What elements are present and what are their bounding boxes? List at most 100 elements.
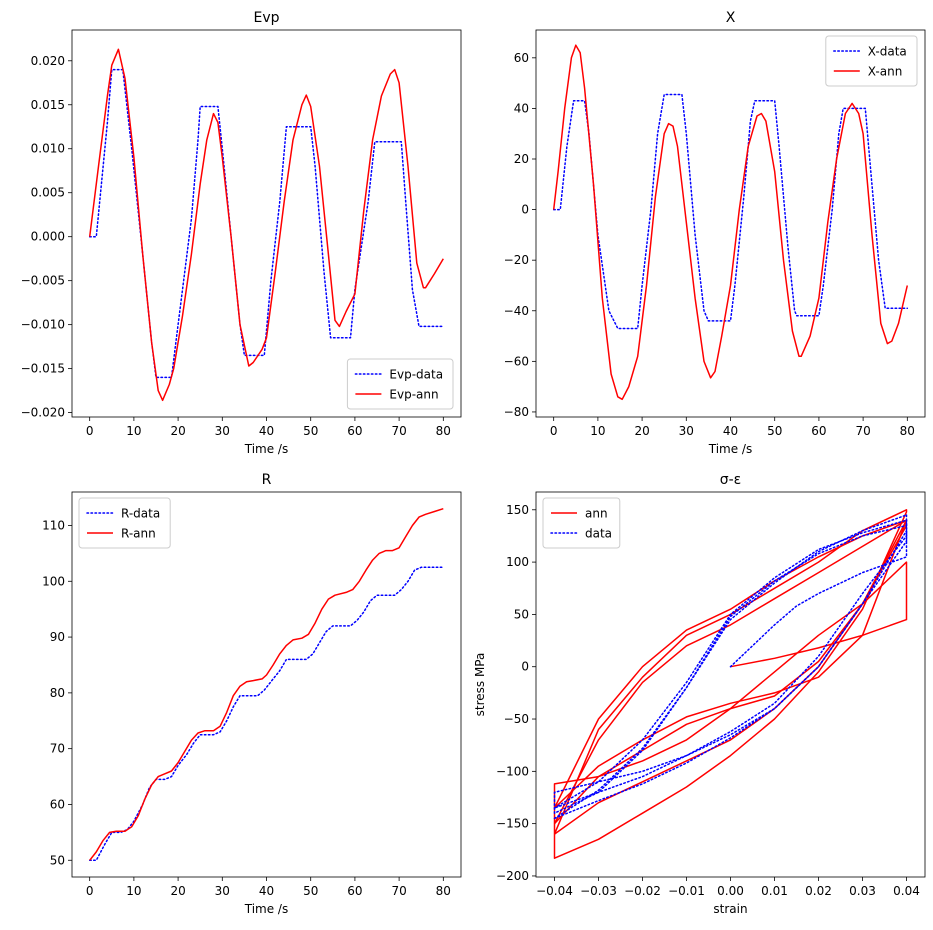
x-tick-label: 10 [126,884,141,898]
y-tick-label: 70 [50,742,65,756]
y-tick-label: 20 [514,152,529,166]
y-tick-label: 50 [50,853,65,867]
legend: ann data [542,497,621,549]
y-tick-label: 40 [514,101,529,115]
chart-title: σ-ε [720,472,742,488]
x-tick-label: 20 [634,424,649,438]
x-tick-label: 40 [259,424,274,438]
series-line-ann-seg4 [553,525,908,825]
series-layer [88,48,445,402]
series-line-R-ann [89,507,444,861]
series-line-ann-seg1 [553,519,908,835]
series-line-data-seg0 [553,514,908,814]
x-tick-label: 50 [767,424,782,438]
series-layer [553,509,908,859]
series-line-X-ann [552,44,909,401]
x-tick-label: 20 [170,884,185,898]
y-tick-label: 100 [506,555,529,569]
x-tick-label: 80 [436,424,451,438]
series-line-data-seg4 [553,524,908,820]
x-tick-label: 40 [259,884,274,898]
legend-label: Evp-ann [389,388,438,402]
x-tick-label: 60 [347,884,362,898]
legend-box [825,35,918,87]
legend: X-data X-ann [825,35,918,87]
series-line-ann-seg0 [553,509,908,859]
y-tick-label: 90 [50,630,65,644]
y-tick-label: 0.000 [31,230,65,244]
legend-label: X-ann [868,65,903,79]
legend-label: R-ann [121,527,156,541]
x-tick-label: −0.01 [668,884,705,898]
chart-title: X [726,10,736,26]
x-tick-label: −0.03 [580,884,617,898]
y-tick-label: 0.020 [31,54,65,68]
subplot-2: 0 10 20 30 40 50 60 70 80 −80 −60 −40 −20 0 20 40 60 X Tim… [504,10,926,456]
x-tick-label: 0.04 [893,884,920,898]
x-tick-label: 0 [86,424,94,438]
y-tick-label: −150 [496,817,529,831]
legend-label: X-data [868,45,907,59]
legend: R-data R-ann [78,497,171,549]
y-tick-label: −0.015 [21,362,65,376]
x-tick-label: 0 [86,884,94,898]
x-tick-label: 10 [126,424,141,438]
subplot-4: −0.04 −0.03 −0.02 −0.01 0.00 0.01 0.02 0.03 0.04… [473,472,926,916]
series-line-R-data [88,566,445,862]
x-tick-label: −0.04 [536,884,573,898]
axes-frame [535,29,926,418]
y-tick-label: −60 [504,354,529,368]
y-tick-label: 0 [521,660,529,674]
y-tick-label: 0 [521,203,529,217]
legend-box [346,358,454,410]
y-axis-label: stress MPa [473,653,487,717]
x-axis-label: Time /s [708,442,752,456]
x-axis-label: Time /s [244,902,288,916]
y-tick-label: 0.015 [31,98,65,112]
x-tick-label: 60 [347,424,362,438]
x-tick-label: 80 [900,424,915,438]
x-tick-label: 0.01 [761,884,788,898]
x-tick-label: 0.00 [717,884,744,898]
y-tick-label: 50 [514,607,529,621]
x-tick-label: 40 [723,424,738,438]
legend-box [542,497,621,549]
x-tick-label: 0 [550,424,558,438]
chart-title: R [262,472,272,488]
x-tick-label: 70 [855,424,870,438]
y-tick-label: 60 [50,797,65,811]
x-tick-label: 60 [811,424,826,438]
series-line-data-seg2 [553,519,908,809]
y-tick-label: −200 [496,869,529,883]
x-tick-label: 20 [170,424,185,438]
x-axis-label: strain [713,902,747,916]
y-tick-label: −40 [504,304,529,318]
y-tick-label: 110 [42,518,65,532]
legend: Evp-data Evp-ann [346,358,454,410]
y-tick-label: −0.020 [21,406,65,420]
y-tick-label: −80 [504,405,529,419]
y-tick-label: 150 [506,503,529,517]
x-tick-label: 80 [436,884,451,898]
y-tick-label: −50 [504,712,529,726]
series-line-Evp-ann [88,48,444,402]
y-tick-label: −100 [496,764,529,778]
series-line-data-seg1 [553,514,908,809]
x-tick-label: 0.03 [849,884,876,898]
x-tick-label: −0.02 [624,884,661,898]
series-line-Evp-data [88,68,445,379]
y-tick-label: −20 [504,253,529,267]
x-axis-label: Time /s [244,442,288,456]
legend-label: R-data [121,507,160,521]
series-layer [88,507,445,862]
legend-label: Evp-data [389,368,443,382]
y-tick-label: −0.005 [21,274,65,288]
series-line-ann-seg2 [553,519,908,809]
subplot-3: 0 10 20 30 40 50 60 70 80 50 60 70 80 90 100 110 R Time /… [42,472,462,916]
axes-frame [535,491,926,878]
legend-label: ann [585,507,608,521]
x-tick-label: 50 [303,424,318,438]
subplot-1: 0 10 20 30 40 50 60 70 80 −0.020 −0.015 −0.010 −0.00… [21,10,462,456]
x-tick-label: 50 [303,884,318,898]
